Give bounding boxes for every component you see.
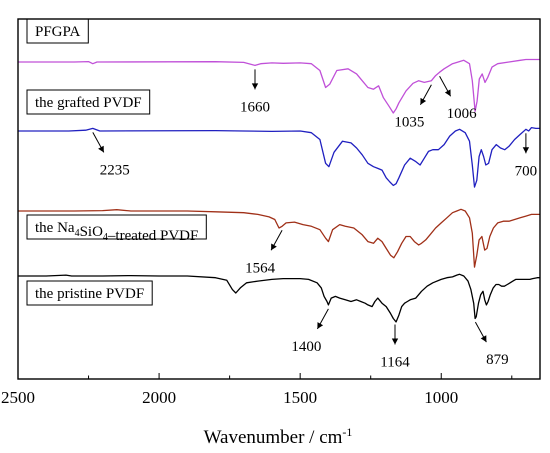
x-axis-title-text: Wavenumber / cm [204, 427, 343, 448]
series-label-part: 4 [103, 232, 108, 243]
peak-annotation-1564: 1564 [245, 230, 283, 276]
x-axis: 2500 2000 1500 1000 [1, 373, 513, 407]
series-line-the-grafted-pvdf [18, 126, 540, 188]
series-label-text: the grafted PVDF [35, 95, 142, 111]
peak-annotation-879: 879 [474, 321, 509, 368]
series-label-part: PFGPA [35, 24, 80, 40]
series-line-pfgpa [18, 58, 540, 114]
series-line-the-na4sio4-treated-pvdf [18, 208, 540, 268]
series-label-the-na4sio4-treated-pvdf: the Na4SiO4–treated PVDF [26, 214, 207, 244]
peak-annotation-1035: 1035 [394, 84, 432, 131]
annotation-label: 2235 [100, 162, 130, 178]
annotation-label: 1035 [394, 115, 424, 131]
series-label-text: PFGPA [35, 24, 80, 40]
series-label-part: –treated PVDF [107, 228, 198, 244]
series-layer [18, 58, 540, 323]
annotation-label: 1660 [240, 99, 270, 115]
annotation-label: 1564 [245, 260, 276, 276]
series-label-the-pristine-pvdf: the pristine PVDF [26, 280, 153, 306]
annotation-arrow-head [251, 83, 259, 90]
x-tick-label-2000: 2000 [142, 388, 176, 407]
series-label-box [26, 280, 153, 306]
peak-annotation-700: 700 [515, 133, 538, 179]
annotation-label: 879 [486, 352, 509, 368]
plot-frame [17, 18, 541, 380]
annotation-label: 1164 [380, 355, 410, 371]
annotation-arrow-head [271, 243, 277, 251]
series-label-part: the Na [35, 220, 75, 236]
series-label-box [26, 214, 207, 240]
x-axis-title: Wavenumber / cm-1 [204, 425, 353, 448]
series-label-the-grafted-pvdf: the grafted PVDF [26, 89, 151, 115]
x-tick-label-2500: 2500 [1, 388, 35, 407]
peak-annotation-1164: 1164 [380, 324, 410, 371]
annotation-arrow-head [420, 97, 427, 105]
x-axis-title-superscript: -1 [342, 425, 352, 439]
series-label-pfgpa: PFGPA [26, 18, 89, 44]
series-label-part: the pristine PVDF [35, 286, 144, 302]
annotation-arrow-head [444, 89, 451, 97]
annotation-arrow-head [480, 335, 487, 343]
series-label-box [26, 89, 151, 115]
series-label-part: the grafted PVDF [35, 95, 142, 111]
series-label-box [26, 18, 89, 44]
annotation-arrow-head [317, 322, 324, 329]
series-line-the-pristine-pvdf [18, 273, 540, 323]
peak-annotation-1400: 1400 [291, 308, 329, 355]
x-tick-label-1000: 1000 [424, 388, 458, 407]
annotation-arrow-head [391, 338, 399, 345]
peak-annotation-1006: 1006 [439, 75, 478, 122]
annotation-label: 1006 [447, 106, 478, 122]
series-label-part: SiO [80, 224, 104, 240]
series-label-part: 4 [75, 228, 80, 239]
peak-annotations: 1660 1035 1006 2235 700 1564 1400 1164 879 [92, 69, 538, 371]
series-label-text: the Na4SiO4–treated PVDF [35, 220, 198, 244]
series-label-text: the pristine PVDF [35, 286, 144, 302]
annotation-arrow-head [522, 147, 530, 154]
annotation-label: 700 [515, 163, 538, 179]
peak-annotation-2235: 2235 [92, 132, 130, 178]
annotation-arrow-head [98, 145, 104, 153]
annotation-label: 1400 [291, 339, 321, 355]
x-tick-label-1500: 1500 [283, 388, 317, 407]
peak-annotation-1660: 1660 [240, 69, 270, 115]
